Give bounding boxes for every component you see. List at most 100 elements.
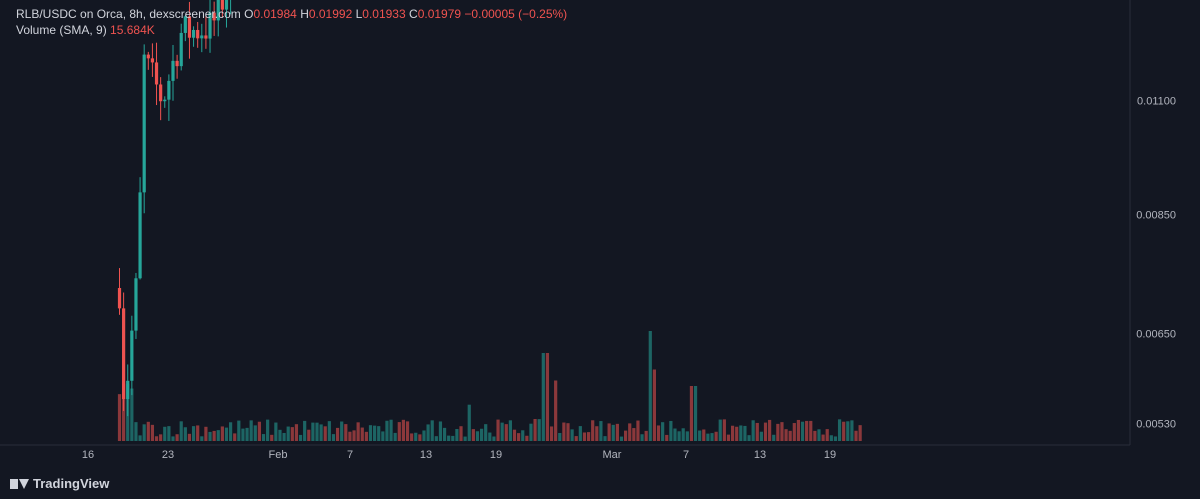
- volume-label: Volume (SMA, 9): [16, 23, 107, 37]
- price-tick-label: 0.00650: [1136, 328, 1176, 340]
- volume-bar: [393, 432, 397, 441]
- candle-body: [134, 278, 138, 331]
- volume-bar: [319, 424, 323, 441]
- volume-bar: [208, 431, 212, 441]
- time-tick-label: Feb: [269, 449, 288, 461]
- volume-bar: [163, 426, 167, 441]
- volume-bar: [739, 425, 743, 441]
- volume-bar: [607, 423, 611, 441]
- volume-bar: [200, 436, 204, 441]
- candle-body: [122, 308, 126, 400]
- volume-bar: [648, 331, 652, 441]
- volume-bar: [438, 421, 443, 441]
- volume-bar: [212, 430, 216, 441]
- candle-body: [175, 60, 179, 67]
- candle-body: [138, 192, 142, 279]
- volume-bar: [545, 353, 550, 441]
- volume-bar: [718, 419, 722, 441]
- volume-bar: [693, 386, 698, 441]
- volume-bar: [792, 423, 796, 441]
- volume-bars: [117, 331, 862, 441]
- volume-bar: [134, 422, 138, 441]
- volume-bar: [451, 435, 455, 441]
- volume-bar: [303, 420, 307, 441]
- volume-bar: [154, 436, 159, 441]
- volume-bar: [331, 434, 336, 441]
- volume-bar: [772, 434, 776, 441]
- volume-bar: [150, 424, 155, 441]
- volume-bar: [175, 434, 179, 441]
- volume-bar: [228, 422, 233, 441]
- volume-bar: [142, 424, 146, 441]
- volume-bar: [484, 424, 488, 441]
- volume-bar: [257, 421, 261, 441]
- volume-bar: [574, 436, 578, 441]
- candle-body: [126, 380, 130, 400]
- volume-bar: [282, 432, 286, 441]
- time-tick-label: 23: [162, 449, 174, 461]
- volume-bar: [459, 426, 463, 441]
- volume-bar: [455, 429, 459, 441]
- volume-bar: [385, 420, 389, 441]
- volume-bar: [533, 419, 537, 441]
- volume-bar: [698, 430, 702, 441]
- volume-bar: [599, 421, 603, 441]
- volume-bar: [204, 426, 208, 441]
- change-value: −0.00005 (−0.25%): [464, 7, 568, 21]
- volume-bar: [833, 436, 838, 441]
- open-value: 0.01984: [253, 7, 297, 21]
- price-chart[interactable]: 0.130000.100000.080000.065000.050000.040…: [0, 0, 1200, 468]
- volume-bar: [191, 426, 196, 441]
- volume-bar: [759, 431, 763, 441]
- volume-bar: [673, 428, 677, 441]
- volume-bar: [805, 420, 809, 441]
- volume-bar: [850, 420, 854, 441]
- volume-bar: [730, 425, 735, 441]
- volume-bar: [294, 424, 299, 441]
- volume-bar: [241, 428, 245, 441]
- volume-bar: [352, 430, 356, 441]
- volume-bar: [377, 426, 381, 441]
- volume-bar: [117, 394, 122, 441]
- candle-body: [220, 0, 224, 10]
- volume-bar: [591, 420, 595, 441]
- volume-bar: [245, 427, 249, 441]
- volume-bar: [681, 428, 685, 441]
- volume-bar: [570, 429, 574, 441]
- volume-bar: [755, 422, 759, 441]
- high-label: H: [300, 7, 309, 21]
- volume-bar: [743, 425, 747, 441]
- volume-bar: [722, 419, 726, 441]
- volume-bar: [475, 431, 480, 441]
- volume-bar: [644, 430, 648, 441]
- candle-body: [191, 29, 196, 38]
- candle-body: [212, 12, 216, 21]
- candle-body: [146, 54, 150, 59]
- volume-bar: [418, 434, 422, 441]
- volume-bar: [809, 420, 813, 441]
- volume-bar: [492, 436, 496, 441]
- time-tick-label: 7: [347, 449, 353, 461]
- time-axis: 16 23 Feb 7 13 19 Mar 7 13 19: [0, 444, 1130, 461]
- volume-bar: [307, 429, 311, 441]
- volume-bar: [171, 436, 175, 441]
- volume-bar: [652, 369, 657, 441]
- time-tick-label: 13: [420, 449, 432, 461]
- volume-bar: [846, 421, 850, 441]
- volume-bar: [796, 419, 801, 441]
- volume-bar: [685, 431, 689, 441]
- candle-body: [187, 16, 192, 38]
- tradingview-brand[interactable]: TradingView: [10, 476, 109, 491]
- price-axis: 0.130000.100000.080000.065000.050000.040…: [1129, 0, 1200, 468]
- volume-bar: [595, 426, 599, 441]
- volume-bar: [266, 419, 270, 441]
- volume-bar: [233, 433, 237, 441]
- volume-bar: [261, 434, 266, 441]
- low-value: 0.01933: [362, 7, 406, 21]
- volume-bar: [467, 404, 471, 441]
- volume-bar: [364, 431, 368, 441]
- volume-bar: [525, 435, 529, 441]
- volume-bar: [549, 426, 554, 441]
- volume-bar: [479, 428, 484, 441]
- volume-bar: [710, 433, 714, 441]
